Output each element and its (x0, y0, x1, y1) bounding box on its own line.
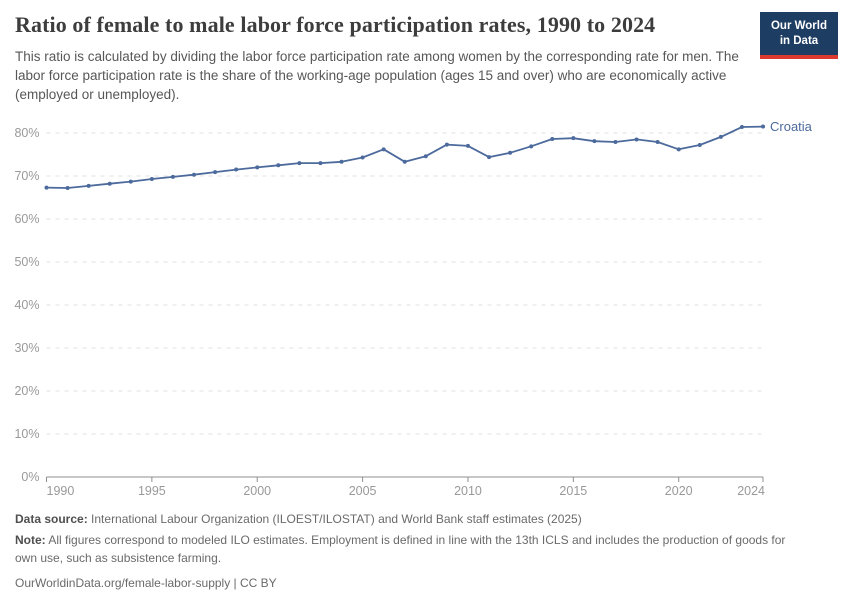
data-point (339, 159, 344, 164)
x-axis-tick-label: 1995 (138, 484, 166, 498)
y-axis-tick-label: 20% (14, 384, 39, 398)
note-text: All figures correspond to modeled ILO es… (15, 533, 786, 565)
x-axis-tick-label: 2010 (454, 484, 482, 498)
y-axis-tick-label: 70% (14, 169, 39, 183)
data-point (465, 143, 470, 148)
data-point (592, 139, 597, 144)
footer-separator: | (233, 576, 237, 591)
chart-footer: Data source: International Labour Organi… (15, 511, 800, 597)
y-axis-tick-label: 60% (14, 212, 39, 226)
series-line (45, 125, 764, 189)
data-point (107, 181, 112, 186)
footer-note: Note: All figures correspond to modeled … (15, 532, 800, 567)
x-axis-tick-label: 2005 (349, 484, 377, 498)
data-point (255, 165, 260, 170)
data-point (487, 155, 492, 160)
data-point (318, 161, 323, 166)
y-axis-tick-label: 0% (21, 470, 39, 484)
data-point (402, 159, 407, 164)
data-point (423, 154, 428, 159)
y-axis-tick-label: 40% (14, 298, 39, 312)
footer-citation: OurWorldinData.org/female-labor-supply |… (15, 575, 800, 592)
page-subtitle: This ratio is calculated by dividing the… (15, 49, 739, 102)
owid-logo: Our World in Data (760, 12, 838, 59)
data-point (508, 150, 513, 155)
data-point (170, 174, 175, 179)
data-point (234, 167, 239, 172)
data-point (381, 147, 386, 152)
page-title: Ratio of female to male labor force part… (15, 12, 656, 37)
y-axis-tick-label: 30% (14, 341, 39, 355)
data-point (761, 124, 765, 129)
data-point (655, 140, 660, 145)
footer-data-source: Data source: International Labour Organi… (15, 511, 800, 528)
y-axis-tick-label: 50% (14, 255, 39, 269)
y-axis-tick-label: 80% (14, 126, 39, 140)
note-label: Note: (15, 533, 46, 548)
owid-logo-line2: in Data (779, 34, 819, 47)
footer-url: OurWorldinData.org/female-labor-supply (15, 576, 231, 591)
data-point (613, 140, 618, 145)
data-point (697, 143, 702, 148)
data-point (149, 177, 154, 182)
data-point (192, 172, 197, 177)
data-point (739, 124, 744, 129)
data-point (444, 142, 449, 147)
x-axis-tick-label: 1990 (47, 484, 75, 498)
data-point (634, 137, 639, 142)
owid-logo-line1: Our World (770, 20, 827, 32)
data-source-text: International Labour Organization (ILOES… (91, 512, 582, 526)
data-point (86, 183, 91, 188)
data-point (571, 136, 576, 141)
x-axis-tick-label: 2020 (665, 484, 693, 498)
data-point (44, 185, 49, 190)
data-point (213, 170, 218, 175)
series-end-label: Croatia (770, 119, 813, 134)
data-source-label: Data source: (15, 512, 88, 526)
x-axis-tick-label: 2024 (737, 484, 765, 498)
data-point (550, 137, 555, 142)
data-point (297, 161, 302, 166)
data-point (65, 186, 70, 191)
data-point (276, 163, 281, 168)
data-point (676, 147, 681, 152)
y-axis-tick-label: 10% (14, 427, 39, 441)
data-point (360, 155, 365, 160)
data-point (128, 179, 133, 184)
data-point (718, 134, 723, 139)
x-axis-tick-label: 2000 (243, 484, 271, 498)
footer-license: CC BY (240, 576, 277, 591)
x-axis-tick-label: 2015 (559, 484, 587, 498)
data-point (529, 144, 534, 149)
